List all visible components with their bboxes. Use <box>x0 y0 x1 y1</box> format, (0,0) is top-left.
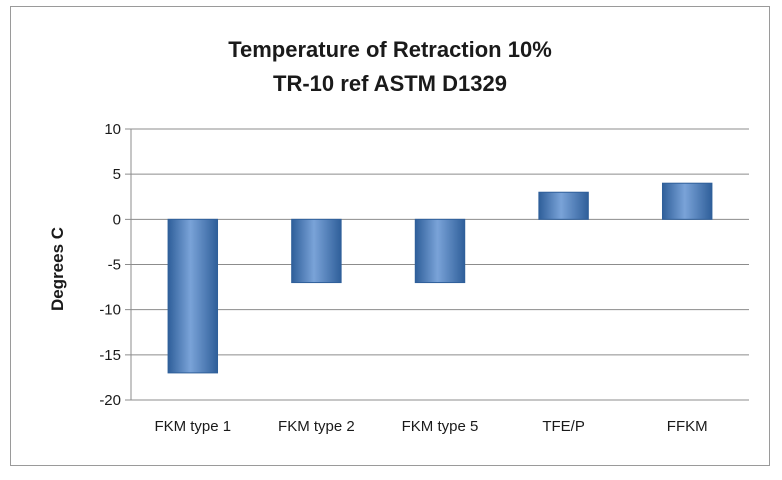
bar <box>167 218 219 374</box>
bar <box>538 191 589 220</box>
chart-title-line-2: TR-10 ref ASTM D1329 <box>273 71 507 96</box>
y-tick-label: 10 <box>104 121 121 138</box>
chart-frame: Temperature of Retraction 10% TR-10 ref … <box>10 6 770 466</box>
y-tick-label: -15 <box>99 347 121 364</box>
y-tick-label: 0 <box>113 211 121 228</box>
category-labels: FKM type 1 FKM type 2 FKM type 5 TFE/P FFKM <box>154 418 707 435</box>
chart-title-line-1: Temperature of Retraction 10% <box>228 37 552 62</box>
x-category-label: TFE/P <box>542 418 585 435</box>
x-category-label: FKM type 2 <box>278 418 355 435</box>
y-tick-label: -20 <box>99 392 121 409</box>
bar <box>414 218 466 284</box>
x-category-label: FKM type 1 <box>154 418 231 435</box>
y-tick-label: -5 <box>108 257 121 274</box>
chart-svg: Temperature of Retraction 10% TR-10 ref … <box>48 37 749 435</box>
x-category-label: FFKM <box>667 418 708 435</box>
bar <box>291 218 342 284</box>
bar <box>661 182 713 220</box>
y-axis-title: Degrees C <box>48 227 67 311</box>
y-tick-label: 5 <box>113 166 121 183</box>
bars <box>167 182 713 374</box>
y-tick-label: -10 <box>99 302 121 319</box>
y-tick-labels: 10 5 0 -5 -10 -15 -20 <box>99 121 121 409</box>
x-category-label: FKM type 5 <box>402 418 479 435</box>
